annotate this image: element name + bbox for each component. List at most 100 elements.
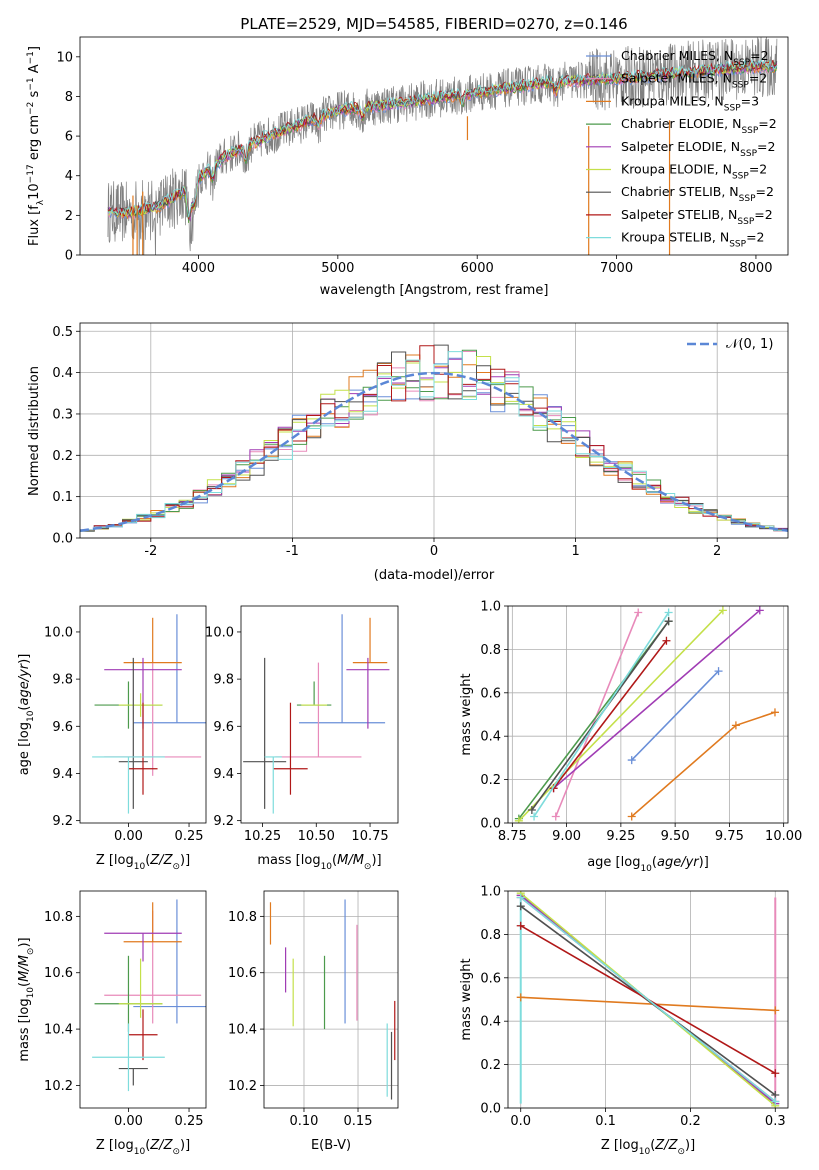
x-tick-label: 8.75 <box>498 829 527 844</box>
legend-entry: Chabrier ELODIE, NSSP=2 <box>621 116 777 136</box>
x-axis-label: (data-model)/error <box>374 568 495 583</box>
x-tick-label: 0.3 <box>765 1114 786 1129</box>
x-tick-label: 10.75 <box>351 829 388 844</box>
point-marker <box>755 606 764 615</box>
y-tick-label: 9.4 <box>52 767 73 782</box>
normal-curve <box>80 371 788 533</box>
x-axis-label: mass [log10(M/M⊙)] <box>257 853 381 872</box>
x-tick-label: 1 <box>571 544 579 559</box>
y-tick-label: 9.8 <box>213 673 234 688</box>
point-marker <box>516 902 525 911</box>
mass-weight-line <box>631 711 776 818</box>
y-tick-label: 10.2 <box>228 1079 257 1094</box>
y-tick-label: 0.4 <box>52 366 73 381</box>
y-tick-label: 10.4 <box>228 1023 257 1038</box>
x-axis-label: E(B-V) <box>311 1138 351 1153</box>
point-marker <box>627 756 636 765</box>
y-tick-label: 0.5 <box>52 325 73 340</box>
x-axis-label: wavelength [Angstrom, rest frame] <box>320 283 549 298</box>
axes-frame <box>79 36 789 256</box>
figure-title: PLATE=2529, MJD=54585, FIBERID=0270, z=0… <box>240 15 627 33</box>
legend-entry: Kroupa STELIB, NSSP=2 <box>621 230 765 250</box>
line-plot <box>516 891 780 1108</box>
model-spectrum <box>107 60 778 222</box>
axes-frame <box>79 322 789 539</box>
y-tick-label: 9.8 <box>52 673 73 688</box>
legend-entry: Salpeter MILES, NSSP=2 <box>621 71 767 91</box>
legend-entry: Kroupa ELODIE, NSSP=2 <box>621 162 767 182</box>
y-axis-label: mass [log10(M/M⊙)] <box>17 937 36 1061</box>
x-tick-label: 5000 <box>321 261 354 276</box>
y-tick-label: 0.0 <box>480 1102 501 1117</box>
y-tick-label: 0.6 <box>480 686 501 701</box>
point-marker <box>634 608 643 617</box>
mass-weight-line <box>520 896 776 1103</box>
legend-entry: Salpeter ELODIE, NSSP=2 <box>621 139 775 159</box>
axes-frame <box>507 605 789 824</box>
x-tick-label: 9.25 <box>606 829 635 844</box>
y-tick-label: 10 <box>56 50 73 65</box>
y-tick-label: 9.6 <box>52 720 73 735</box>
x-tick-label: 10.00 <box>765 829 802 844</box>
point-marker <box>664 608 673 617</box>
point-marker <box>731 721 740 730</box>
axes-frame <box>79 890 207 1109</box>
legend-entry: Salpeter STELIB, NSSP=2 <box>621 207 773 227</box>
mass-weight-line <box>520 905 776 1096</box>
y-tick-label: 10.6 <box>44 966 73 981</box>
y-tick-label: 0.1 <box>52 490 73 505</box>
y-tick-label: 10.4 <box>44 1023 73 1038</box>
y-axis-label: Normed distribution <box>27 366 42 496</box>
x-tick-label: -2 <box>144 544 157 559</box>
point-marker <box>662 636 671 645</box>
y-axis-label: age [log10(age/yr)] <box>17 654 36 776</box>
mass-weight-line <box>533 612 670 817</box>
model-spectrum <box>107 58 778 218</box>
residual-histogram <box>80 345 788 531</box>
mass-weight-line <box>553 609 761 789</box>
y-tick-label: 0.4 <box>480 730 501 745</box>
line-plot <box>514 606 779 823</box>
point-marker <box>627 812 636 821</box>
spectrum-plot <box>107 37 778 255</box>
x-tick-label: 9.75 <box>715 829 744 844</box>
point-marker <box>771 1097 780 1106</box>
y-tick-label: 0.6 <box>480 971 501 986</box>
y-axis-label: mass weight <box>459 958 474 1040</box>
x-axis-label: Z [log10(Z/Z⊙)] <box>96 853 190 872</box>
y-tick-label: 0.8 <box>480 928 501 943</box>
x-tick-label: 0.25 <box>175 1114 204 1129</box>
x-tick-label: 6000 <box>461 261 494 276</box>
y-tick-label: 9.4 <box>213 767 234 782</box>
x-tick-label: 9.00 <box>552 829 581 844</box>
x-axis-label: age [log10(age/yr)] <box>587 855 709 874</box>
mass-weight-line <box>520 996 776 1012</box>
y-tick-label: 1.0 <box>480 885 501 900</box>
x-tick-label: 8000 <box>739 261 772 276</box>
residual-histograms <box>80 344 788 533</box>
point-marker <box>770 708 779 717</box>
axes-frame <box>240 605 399 824</box>
point-marker <box>714 667 723 676</box>
x-tick-label: 0.00 <box>114 1114 143 1129</box>
x-tick-label: 0.0 <box>510 1114 531 1129</box>
x-tick-label: 10.50 <box>298 829 335 844</box>
y-tick-label: 0.8 <box>480 643 501 658</box>
y-tick-label: 0.4 <box>480 1015 501 1030</box>
model-spectrum <box>107 64 778 221</box>
x-tick-label: 0 <box>430 544 438 559</box>
y-tick-label: 8 <box>65 90 73 105</box>
legend-entry: Kroupa MILES, NSSP=3 <box>621 93 759 113</box>
x-tick-label: 0.25 <box>175 829 204 844</box>
residual-histogram <box>80 351 788 531</box>
y-tick-label: 0.0 <box>52 532 73 547</box>
y-tick-label: 10.6 <box>228 966 257 981</box>
legend-entry: Chabrier MILES, NSSP=2 <box>621 48 769 68</box>
point-marker <box>530 812 539 821</box>
x-tick-label: 2 <box>713 544 721 559</box>
mass-weight-line <box>552 640 668 789</box>
y-tick-label: 2 <box>65 209 73 224</box>
x-axis-label: Z [log10(Z/Z⊙)] <box>601 1138 695 1157</box>
